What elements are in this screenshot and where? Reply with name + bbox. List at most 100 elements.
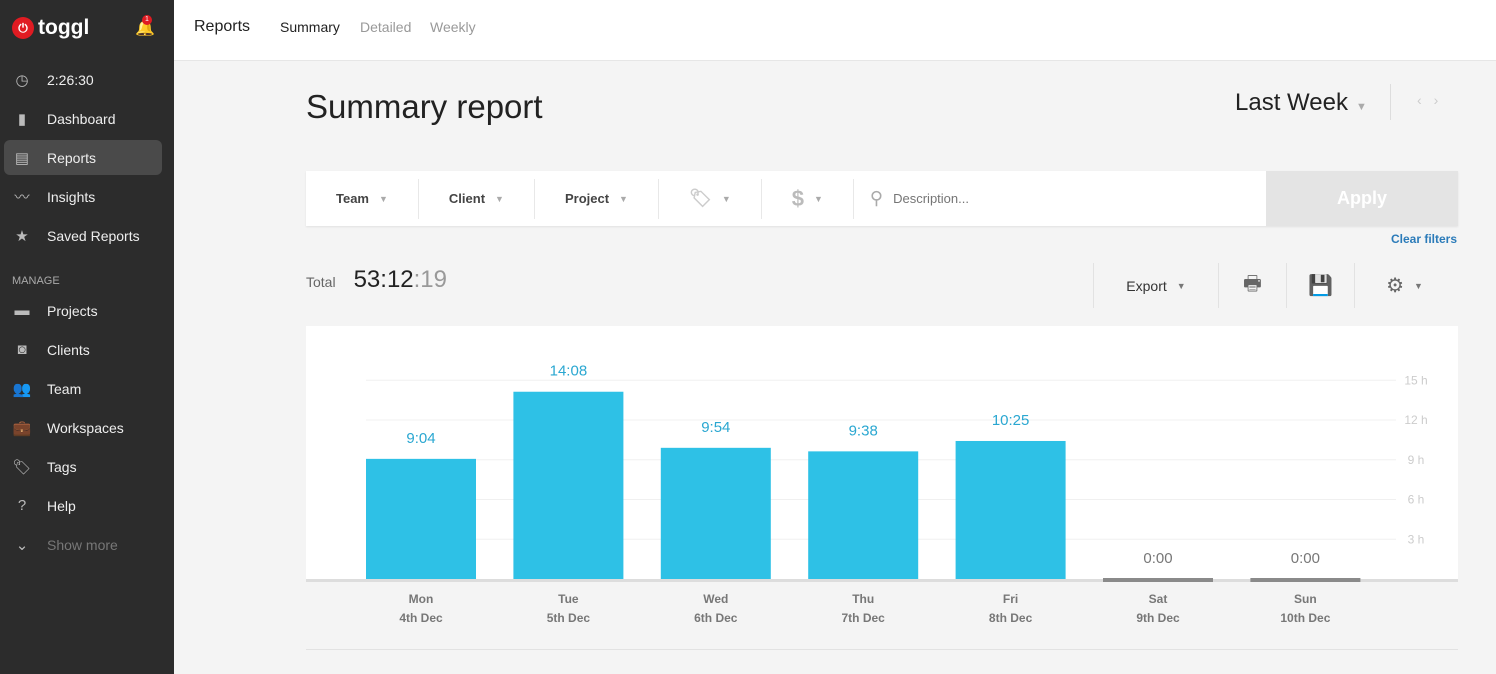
client-filter[interactable]: Client ▼ bbox=[419, 178, 535, 219]
sidebar-item-label: Clients bbox=[47, 341, 90, 358]
sidebar-item-show-more[interactable]: ⌄ Show more bbox=[4, 527, 162, 562]
divider bbox=[306, 649, 1458, 650]
day-label: Sun bbox=[1294, 592, 1317, 606]
folder-icon: ▬ bbox=[14, 302, 30, 319]
y-tick-label: 3 h bbox=[1408, 532, 1425, 546]
timer[interactable]: ◷ 2:26:30 bbox=[4, 62, 162, 97]
x-tick-label: Tue 5th Dec bbox=[513, 590, 623, 628]
x-tick-label: Mon 4th Dec bbox=[366, 590, 476, 628]
sidebar-item-label: Tags bbox=[47, 458, 77, 475]
topbar-title: Reports bbox=[194, 18, 251, 35]
sidebar-item-label: Workspaces bbox=[47, 419, 124, 436]
x-tick-label: Thu 7th Dec bbox=[808, 590, 918, 628]
sidebar: ⏻ toggl 🔔 1 ◷ 2:26:30 ▮ Dashboard ▤ Reports 〰 In… bbox=[0, 0, 174, 674]
x-tick-label: Wed 6th Dec bbox=[661, 590, 771, 628]
sidebar-item-tags[interactable]: 🏷 Tags bbox=[4, 449, 162, 484]
y-tick-label: 6 h bbox=[1408, 493, 1425, 507]
x-tick-label: Sun 10th Dec bbox=[1250, 590, 1360, 628]
bar bbox=[808, 451, 919, 579]
y-tick-label: 12 h bbox=[1404, 413, 1427, 427]
day-label: Fri bbox=[1002, 592, 1019, 606]
star-icon: ★ bbox=[15, 227, 29, 245]
billable-filter[interactable]: $ ▼ bbox=[762, 178, 854, 219]
clear-filters-link[interactable]: Clear filters bbox=[1391, 232, 1458, 246]
day-label: Thu bbox=[852, 592, 875, 606]
data-label: 9:54 bbox=[701, 419, 730, 436]
day-label: Mon bbox=[408, 592, 434, 606]
data-label: 10:25 bbox=[992, 412, 1030, 429]
project-filter[interactable]: Project ▼ bbox=[535, 178, 659, 219]
sidebar-item-dashboard[interactable]: ▮ Dashboard bbox=[4, 101, 162, 136]
data-label: 0:00 bbox=[1291, 550, 1320, 567]
tab-detailed[interactable]: Detailed bbox=[360, 19, 412, 35]
save-button[interactable]: 💾 bbox=[1286, 263, 1354, 308]
team-filter[interactable]: Team ▼ bbox=[306, 178, 419, 219]
x-axis-baseline bbox=[306, 579, 1458, 582]
power-icon: ⏻ bbox=[12, 17, 34, 39]
sidebar-item-label: Help bbox=[47, 497, 76, 514]
day-label: Sat bbox=[1148, 592, 1168, 606]
period-nav: ‹› bbox=[1390, 84, 1450, 120]
tab-summary[interactable]: Summary bbox=[280, 19, 340, 35]
settings-button[interactable]: ⚙ ▼ bbox=[1354, 263, 1454, 308]
export-button[interactable]: Export ▼ bbox=[1093, 263, 1218, 308]
date-label: 5th Dec bbox=[546, 611, 591, 625]
toggl-logo[interactable]: ⏻ toggl bbox=[12, 16, 89, 40]
tags-icon: 🏷 bbox=[688, 188, 712, 208]
bar bbox=[660, 447, 771, 579]
prev-period-icon[interactable]: ‹ bbox=[1417, 92, 1434, 108]
x-tick-label: Sat 9th Dec bbox=[1103, 590, 1213, 628]
date-label: 10th Dec bbox=[1280, 611, 1331, 625]
caret-down-icon: ▼ bbox=[379, 193, 388, 204]
apply-button[interactable]: Apply bbox=[1266, 171, 1458, 226]
sidebar-item-label: Insights bbox=[47, 188, 96, 205]
date-label: 6th Dec bbox=[694, 611, 738, 625]
chevron-down-icon: ⌄ bbox=[15, 536, 29, 554]
period-select[interactable]: Last Week ▼ bbox=[1235, 89, 1367, 116]
sidebar-item-reports[interactable]: ▤ Reports bbox=[4, 140, 162, 175]
gear-icon: ⚙ bbox=[1386, 275, 1404, 297]
caret-down-icon: ▼ bbox=[814, 193, 823, 204]
sidebar-item-team[interactable]: 👥 Team bbox=[4, 371, 162, 406]
printer-icon: 🖶 bbox=[1243, 272, 1262, 295]
description-input[interactable] bbox=[893, 191, 1266, 206]
bar bbox=[513, 391, 624, 579]
sidebar-item-clients[interactable]: ◙ Clients bbox=[4, 332, 162, 367]
notification-badge: 1 bbox=[142, 15, 152, 25]
date-label: 8th Dec bbox=[988, 611, 1033, 625]
manage-heading: MANAGE bbox=[12, 275, 60, 287]
print-button[interactable]: 🖶 bbox=[1218, 263, 1286, 308]
caret-down-icon: ▼ bbox=[619, 193, 628, 204]
help-icon: ? bbox=[17, 497, 27, 514]
top-bar: Reports Summary Detailed Weekly bbox=[174, 0, 1496, 61]
sidebar-item-help[interactable]: ? Help bbox=[4, 488, 162, 523]
search-icon: ⚲ bbox=[869, 188, 884, 208]
data-label: 9:38 bbox=[849, 422, 878, 439]
sidebar-item-workspaces[interactable]: 💼 Workspaces bbox=[4, 410, 162, 445]
sidebar-item-insights[interactable]: 〰 Insights bbox=[4, 179, 162, 214]
bar bbox=[955, 440, 1066, 579]
summary-bar-chart: 3 h 6 h 9 h 12 h 15 h 9:04 14:08 9:54 9:38 10:25 0… bbox=[306, 326, 1458, 582]
day-label: Tue bbox=[558, 592, 579, 606]
floppy-disk-icon: 💾 bbox=[1308, 275, 1333, 297]
next-period-icon[interactable]: › bbox=[1433, 92, 1451, 108]
tag-filter[interactable]: 🏷 ▼ bbox=[659, 178, 762, 219]
sidebar-item-projects[interactable]: ▬ Projects bbox=[4, 293, 162, 328]
bar-chart-icon: ▮ bbox=[17, 110, 27, 128]
y-tick-label: 9 h bbox=[1408, 453, 1425, 467]
filter-bar: Team▼ Client▼ Project▼ 🏷▼ $▼ ⚲ Apply bbox=[306, 171, 1458, 226]
tab-weekly[interactable]: Weekly bbox=[430, 19, 476, 35]
caret-down-icon: ▼ bbox=[721, 193, 731, 204]
page-title: Summary report bbox=[306, 88, 543, 125]
bell-icon[interactable]: 🔔 1 bbox=[135, 15, 155, 37]
sidebar-item-label: Dashboard bbox=[47, 110, 116, 127]
sidebar-item-saved-reports[interactable]: ★ Saved Reports bbox=[4, 218, 162, 253]
bar bbox=[366, 458, 476, 579]
date-label: 7th Dec bbox=[841, 611, 885, 625]
clock-icon: ◷ bbox=[15, 71, 29, 89]
insights-icon: 〰 bbox=[14, 189, 30, 206]
briefcase-icon: 💼 bbox=[12, 419, 32, 437]
date-label: 4th Dec bbox=[399, 611, 443, 625]
day-label: Wed bbox=[703, 592, 729, 606]
data-label: 14:08 bbox=[550, 363, 588, 380]
